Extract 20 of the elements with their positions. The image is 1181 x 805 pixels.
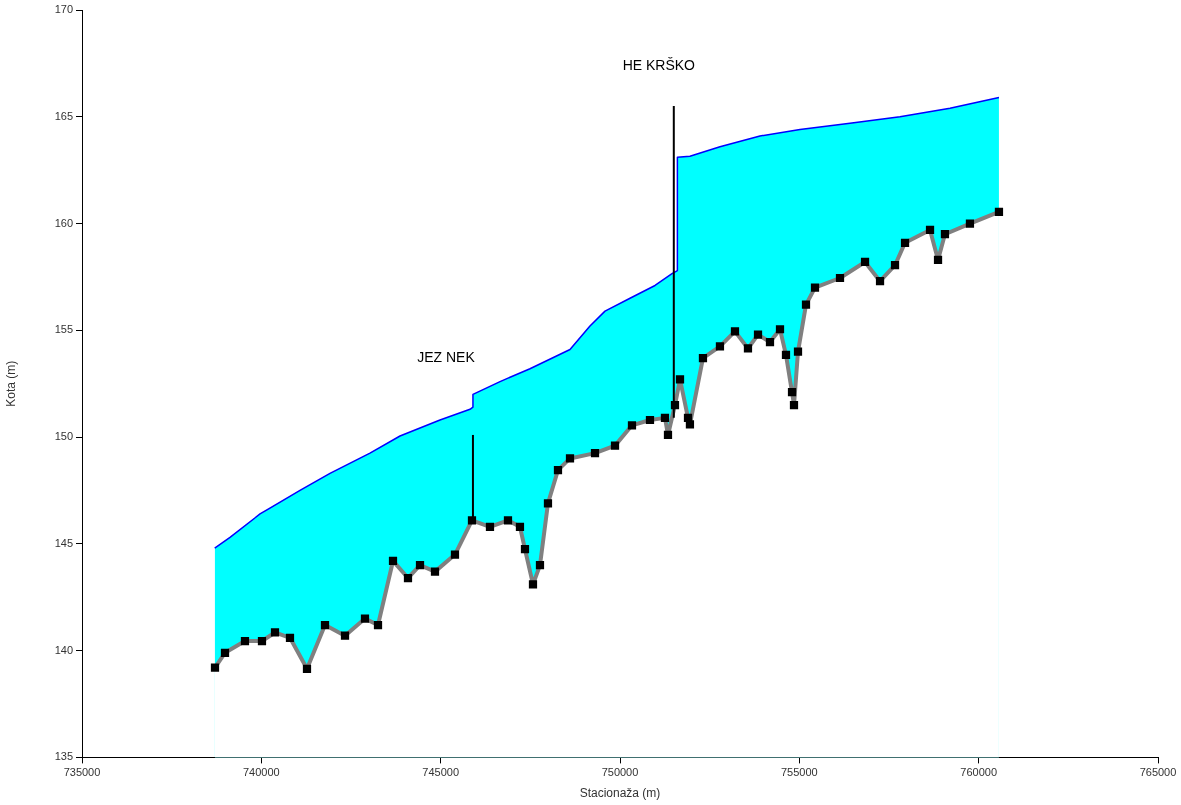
y-tick-label: 160 (54, 216, 73, 229)
x-tick-label: 760000 (960, 766, 998, 779)
y-tick-label: 145 (54, 536, 73, 549)
y-axis-title: Kota (m) (3, 360, 18, 407)
x-tick-label: 735000 (63, 766, 101, 779)
y-tick-label: 135 (54, 750, 73, 763)
y-tick-label: 150 (54, 430, 73, 443)
x-tick-label: 745000 (422, 766, 460, 779)
x-tick-label: 765000 (1139, 766, 1177, 779)
y-tick-label: 170 (54, 3, 73, 16)
annotation: HE KRŠKO (622, 56, 696, 73)
x-axis-title: Stacionaža (m) (579, 786, 661, 801)
y-tick-label: 165 (54, 109, 73, 122)
x-tick-label: 740000 (242, 766, 280, 779)
x-tick-label: 750000 (601, 766, 639, 779)
annotation: JEZ NEK (417, 348, 476, 365)
y-tick-label: 155 (54, 323, 73, 336)
y-tick-label: 140 (54, 643, 73, 656)
point (467, 516, 477, 525)
x-tick-label: 755000 (780, 766, 818, 779)
